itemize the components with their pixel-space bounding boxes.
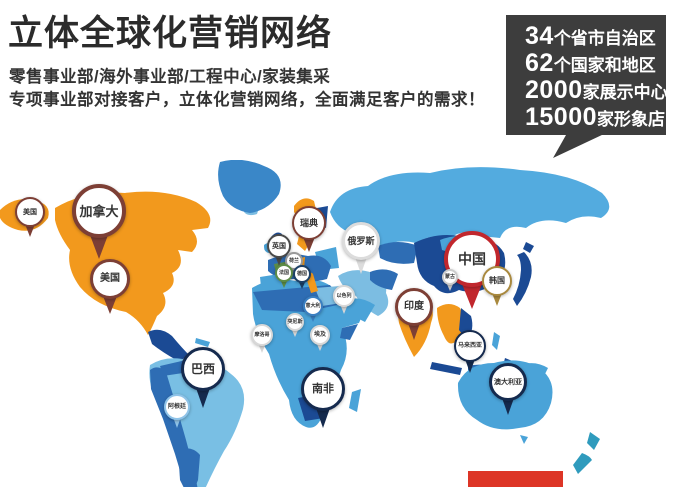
stat-stores-unit: 家形象店 — [597, 110, 666, 129]
stat-provinces-number: 34 — [525, 22, 554, 50]
stat-provinces-unit: 个省市自治区 — [553, 29, 656, 48]
watermark-box — [468, 471, 563, 487]
stat-showrooms-unit: 家展示中心 — [582, 83, 668, 102]
subtitle-line-1: 零售事业部/海外事业部/工程中心/家装集采 — [9, 68, 331, 86]
world-map — [0, 160, 678, 487]
stats-bubble-tail — [553, 134, 604, 158]
stat-stores: 15000家形象店 — [525, 104, 666, 131]
stat-showrooms: 2000家展示中心 — [525, 76, 668, 104]
world-map-svg — [0, 160, 610, 487]
stat-countries-number: 62 — [525, 49, 554, 77]
page-title: 立体全球化营销网络 — [8, 14, 333, 53]
stat-provinces: 34个省市自治区 — [525, 23, 666, 50]
subtitle-line-2: 专项事业部对接客户，立体化营销网络，全面满足客户的需求！ — [9, 91, 485, 109]
stat-countries: 62个国家和地区 — [525, 50, 666, 77]
stat-countries-unit: 个国家和地区 — [553, 56, 656, 75]
stat-showrooms-number: 2000 — [525, 76, 583, 104]
stat-stores-number: 15000 — [525, 103, 598, 131]
stats-bubble: 34个省市自治区 62个国家和地区 2000家展示中心 15000家形象店 — [506, 15, 668, 135]
